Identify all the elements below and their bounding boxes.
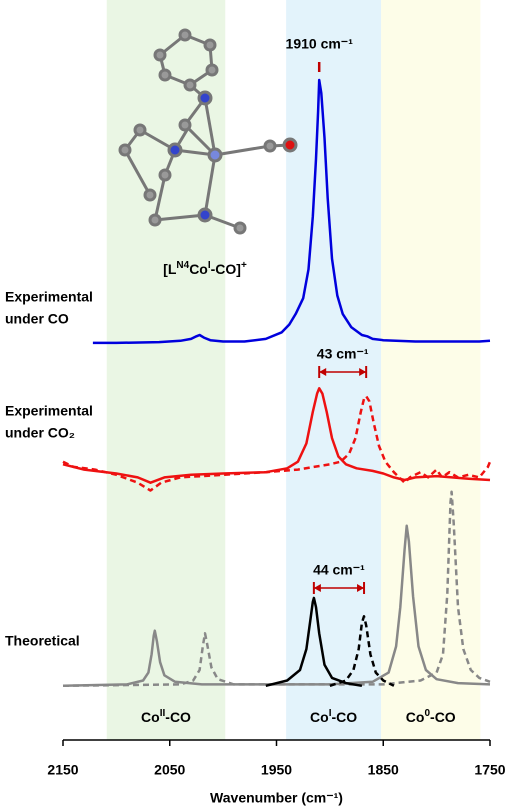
regions <box>107 0 481 740</box>
panel-label: Theoretical <box>5 633 80 649</box>
region-label: CoI-CO <box>310 708 357 725</box>
text-part: -CO <box>165 709 191 725</box>
x-tick-label: 1950 <box>261 762 292 778</box>
text-part: Co <box>189 261 208 277</box>
text-part: -CO <box>332 709 358 725</box>
x-tick-label: 2150 <box>47 762 78 778</box>
panel-label: Experimental <box>5 289 93 305</box>
superscript: N4 <box>176 260 189 271</box>
x-axis-title: Wavenumber (cm⁻¹) <box>210 790 343 806</box>
structure-label: [LN4CoI-CO]+ <box>163 260 247 277</box>
annotation-label: 1910 cm⁻¹ <box>286 36 354 52</box>
text-part: Co <box>141 709 160 725</box>
annotation-label: 44 cm⁻¹ <box>313 562 365 578</box>
panel-label: under CO₂ <box>5 425 75 441</box>
figure: [LN4CoI-CO]+ CoII-CO CoI-CO Co0-CO Experime… <box>0 0 513 811</box>
panel-label: Experimental <box>5 403 93 419</box>
text-part: -CO <box>430 709 456 725</box>
text-part: [L <box>163 261 177 277</box>
x-tick-label: 2050 <box>154 762 185 778</box>
region-label: Co0-CO <box>406 708 456 725</box>
x-tick-label: 1750 <box>474 762 505 778</box>
annotation-label: 43 cm⁻¹ <box>317 346 369 362</box>
x-tick-label: 1850 <box>368 762 399 778</box>
superscript: + <box>241 260 247 271</box>
text-part: -CO] <box>211 261 241 277</box>
panel-label: under CO <box>5 311 69 327</box>
region-band <box>381 0 480 740</box>
text-part: Co <box>310 709 329 725</box>
text-part: Co <box>406 709 425 725</box>
region-label: CoII-CO <box>141 708 191 725</box>
